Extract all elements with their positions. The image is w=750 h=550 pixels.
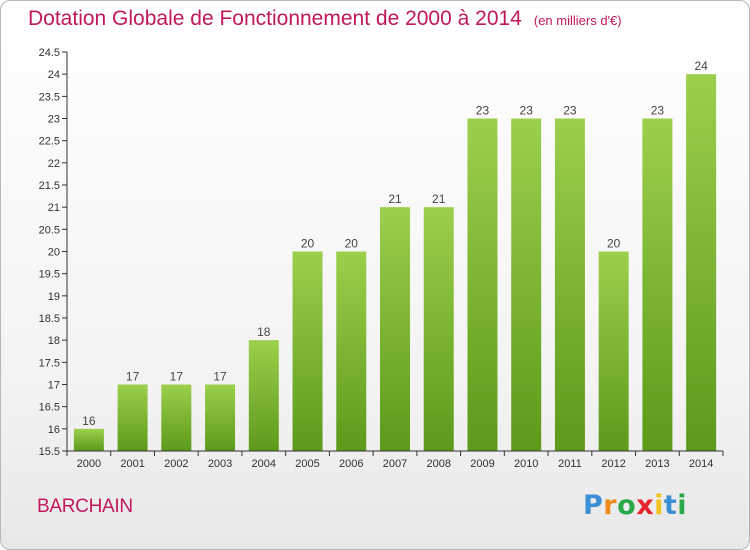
y-tick-label: 23.5 (39, 91, 60, 103)
bar (117, 384, 148, 451)
x-tick-label: 2008 (426, 458, 450, 470)
bar (511, 118, 542, 451)
chart-unit-label: (en milliers d'€) (533, 13, 622, 28)
bar (380, 207, 410, 451)
y-tick-label: 15.5 (39, 446, 60, 458)
bar (205, 384, 236, 451)
logo-letter: x (636, 490, 655, 521)
bar-value-label: 21 (388, 192, 402, 206)
y-tick-label: 19.5 (39, 269, 60, 281)
y-tick-label: 19 (48, 291, 60, 303)
y-tick-label: 24 (48, 69, 60, 81)
bar-value-label: 24 (694, 59, 708, 73)
logo-letter: i (677, 490, 688, 521)
logo-letter: r (603, 490, 618, 521)
bar (336, 251, 367, 451)
x-tick-label: 2003 (208, 458, 232, 470)
bar-value-label: 20 (607, 237, 621, 251)
bar-value-label: 17 (170, 370, 184, 384)
y-tick-label: 21 (48, 202, 60, 214)
y-tick-label: 23 (48, 114, 60, 126)
bar-value-label: 17 (213, 370, 227, 384)
chart-title: Dotation Globale de Fonctionnement de 20… (28, 7, 622, 31)
y-tick-label: 18 (48, 335, 60, 347)
y-tick-label: 24.5 (39, 47, 60, 59)
bar-value-label: 20 (301, 237, 315, 251)
x-tick-label: 2012 (601, 458, 625, 470)
x-tick-label: 2004 (252, 458, 276, 470)
proxiti-logo: Proxiti (583, 490, 687, 521)
bar-value-label: 20 (345, 237, 359, 251)
y-tick-label: 17 (48, 380, 60, 392)
y-tick-label: 17.5 (39, 357, 60, 369)
bar-value-label: 16 (82, 414, 96, 428)
x-tick-label: 2014 (689, 458, 713, 470)
y-tick-label: 20.5 (39, 224, 60, 236)
x-tick-label: 2007 (383, 458, 407, 470)
bar-value-label: 23 (563, 104, 577, 118)
x-tick-label: 2002 (164, 458, 188, 470)
bar-value-label: 23 (520, 104, 534, 118)
y-tick-label: 18.5 (39, 313, 60, 325)
bar-value-label: 23 (651, 104, 665, 118)
bar (292, 251, 323, 451)
x-tick-label: 2011 (558, 458, 582, 470)
x-tick-label: 2000 (77, 458, 101, 470)
bar (73, 428, 104, 451)
bar (248, 340, 279, 451)
bar (467, 118, 498, 451)
bar (642, 118, 673, 451)
bar (598, 251, 629, 451)
commune-name: BARCHAIN (37, 496, 133, 517)
bar-value-label: 18 (257, 325, 271, 339)
bar (161, 384, 192, 451)
y-tick-label: 16.5 (39, 402, 60, 414)
chart-title-text: Dotation Globale de Fonctionnement de 20… (28, 7, 522, 30)
x-tick-label: 2006 (339, 458, 363, 470)
y-tick-label: 22 (48, 158, 60, 170)
logo-letter: i (654, 490, 664, 521)
logo-letter: t (663, 490, 678, 521)
x-tick-label: 2001 (120, 458, 144, 470)
x-tick-label: 2013 (645, 458, 669, 470)
logo-letter: o (617, 490, 637, 521)
bar-value-label: 21 (432, 192, 446, 206)
y-tick-label: 22.5 (39, 136, 60, 148)
x-tick-label: 2005 (295, 458, 319, 470)
bar-value-label: 23 (476, 104, 490, 118)
y-tick-label: 21.5 (39, 180, 60, 192)
x-tick-label: 2009 (470, 458, 494, 470)
bar (686, 74, 717, 452)
y-tick-label: 20 (48, 247, 60, 259)
y-tick-label: 16 (48, 424, 60, 436)
bar (554, 118, 585, 451)
bar (423, 207, 454, 451)
logo-letter: P (583, 490, 604, 521)
x-tick-label: 2010 (514, 458, 538, 470)
bar-value-label: 17 (126, 370, 140, 384)
